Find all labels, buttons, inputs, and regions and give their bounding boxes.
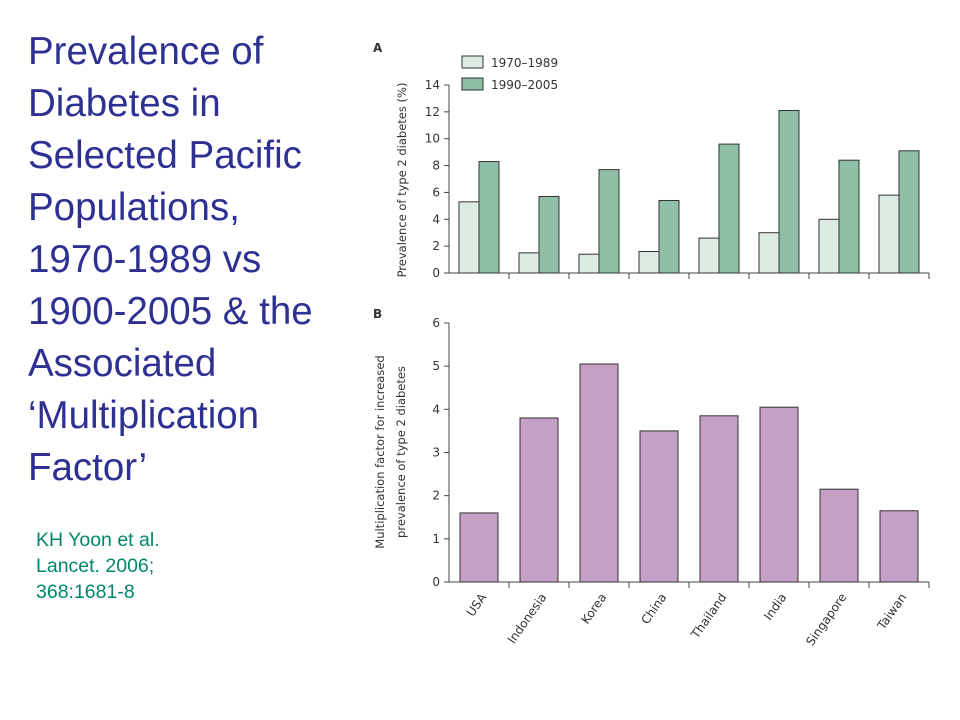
title-line: Factor’ <box>28 446 148 489</box>
title-line: Prevalence of <box>28 30 264 73</box>
bar-multiplication-usa <box>459 512 499 583</box>
bar-1990-2005-taiwan <box>898 150 920 274</box>
panel-a-y-tick-label: 14 <box>425 78 440 92</box>
x-category-label-usa: USA <box>464 590 490 619</box>
bar-multiplication-thailand <box>699 415 739 583</box>
x-category-label-india: India <box>761 591 789 623</box>
bar-multiplication-china <box>639 430 679 583</box>
bar-1970-1989-india <box>758 232 780 274</box>
x-category-label-korea: Korea <box>578 591 609 627</box>
bar-1970-1989-taiwan <box>878 194 900 274</box>
citation-line: 368:1681-8 <box>36 581 135 603</box>
bar-1970-1989-usa <box>458 201 480 274</box>
bar-multiplication-india <box>759 406 799 583</box>
panel-b-y-tick-label: 0 <box>432 575 440 589</box>
panel-b-y-tick-label: 3 <box>432 446 440 460</box>
title-line: Associated <box>28 342 217 385</box>
bar-1970-1989-indonesia <box>518 252 540 274</box>
panel-a-y-axis-label: Prevalence of type 2 diabetes (%) <box>395 83 409 278</box>
x-category-label-thailand: Thailand <box>688 591 730 642</box>
bar-multiplication-taiwan <box>879 510 919 583</box>
bar-1970-1989-china <box>638 251 660 274</box>
bar-1970-1989-singapore <box>818 218 840 274</box>
legend-swatch-2 <box>461 77 484 91</box>
title-line: Populations, <box>28 186 240 229</box>
citation-line: KH Yoon et al. <box>36 529 160 551</box>
panel-b-y-tick-label: 5 <box>432 359 440 373</box>
panel-a-y-tick-label: 4 <box>432 212 440 226</box>
panel-b-y-axis-label: Multiplication factor for increased <box>373 355 387 548</box>
title-line: Selected Pacific <box>28 134 302 177</box>
title-line: 1900-2005 & the <box>28 290 313 333</box>
title-line: 1970-1989 vs <box>28 238 262 281</box>
citation-line: Lancet. 2006; <box>36 555 155 577</box>
x-category-label-china: China <box>638 591 669 627</box>
bar-multiplication-indonesia <box>519 417 559 583</box>
bar-1990-2005-thailand <box>718 143 740 274</box>
title-line: ‘Multiplication <box>28 394 260 437</box>
bar-1990-2005-singapore <box>838 159 860 274</box>
legend-swatch-1 <box>461 55 484 69</box>
bar-1970-1989-korea <box>578 253 600 274</box>
bar-1990-2005-india <box>778 110 800 274</box>
x-category-label-singapore: Singapore <box>803 591 849 649</box>
bar-1990-2005-korea <box>598 169 620 274</box>
slide-title: Prevalence of Diabetes in Selected Pacif… <box>28 26 358 494</box>
legend-label-2: 1990–2005 <box>491 78 558 92</box>
panel-a-y-tick-label: 0 <box>432 266 440 280</box>
panel-a-y-tick-label: 6 <box>432 185 440 199</box>
panel-a-y-tick-label: 2 <box>432 239 440 253</box>
x-category-label-indonesia: Indonesia <box>505 591 550 647</box>
panel-b-y-tick-label: 2 <box>432 489 440 503</box>
panel-b-label: B <box>373 307 382 321</box>
panel-b-y-tick-label: 4 <box>432 402 440 416</box>
panel-b-y-axis-label: prevalence of type 2 diabetes <box>394 366 408 538</box>
bar-1990-2005-indonesia <box>538 195 560 274</box>
x-category-label-taiwan: Taiwan <box>874 591 909 633</box>
bar-multiplication-korea <box>579 363 619 583</box>
bar-1990-2005-usa <box>478 161 500 274</box>
bar-1990-2005-china <box>658 199 680 274</box>
citation: KH Yoon et al. Lancet. 2006; 368:1681-8 <box>36 527 160 605</box>
panel-a-label: A <box>373 41 383 55</box>
panel-b-y-tick-label: 1 <box>432 532 440 546</box>
title-line: Diabetes in <box>28 82 221 125</box>
panel-a-y-tick-label: 10 <box>425 132 440 146</box>
bar-multiplication-singapore <box>819 488 859 583</box>
legend-label-1: 1970–1989 <box>491 56 558 70</box>
panel-a-y-tick-label: 8 <box>432 159 440 173</box>
panel-a-y-tick-label: 12 <box>425 105 440 119</box>
panel-b-y-tick-label: 6 <box>432 316 440 330</box>
bar-1970-1989-thailand <box>698 237 720 274</box>
